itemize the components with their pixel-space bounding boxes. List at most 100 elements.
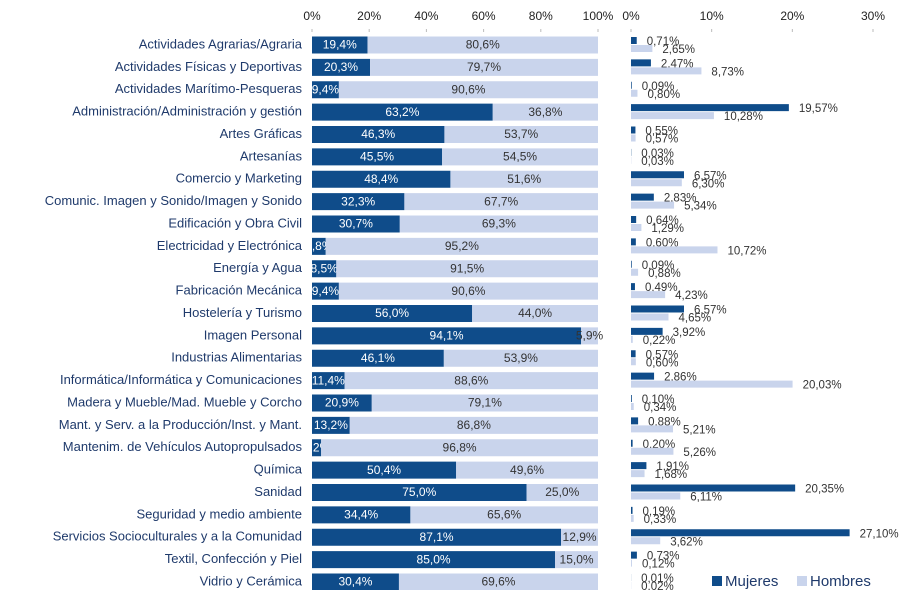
category-label: Fabricación Mecánica bbox=[176, 283, 303, 298]
bar-segment bbox=[312, 461, 457, 479]
bar bbox=[631, 350, 636, 358]
category-label: Administración/Administración y gestión bbox=[72, 104, 302, 119]
category-label: Servicios Socioculturales y a la Comunid… bbox=[53, 529, 302, 544]
bar-segment bbox=[312, 551, 556, 569]
value-label: 4,65% bbox=[679, 313, 712, 325]
bar-segment bbox=[456, 461, 598, 479]
value-label: 54,5% bbox=[503, 150, 537, 164]
value-label: 19,57% bbox=[799, 103, 838, 115]
bar-segment bbox=[312, 282, 339, 300]
bar bbox=[631, 89, 638, 97]
value-label: 11,4% bbox=[312, 373, 345, 387]
bar bbox=[631, 327, 663, 335]
value-label: 0,57% bbox=[646, 134, 679, 146]
value-label: 56,0% bbox=[375, 306, 409, 320]
category-label: Electricidad y Electrónica bbox=[157, 238, 303, 253]
value-label: 53,9% bbox=[504, 351, 538, 365]
value-label: 46,1% bbox=[361, 351, 395, 365]
value-label: 10,28% bbox=[724, 111, 763, 123]
bar-segment bbox=[321, 439, 598, 457]
bar-segment bbox=[312, 215, 400, 233]
bar bbox=[631, 112, 714, 120]
bar-segment bbox=[581, 327, 598, 345]
x-tick-label: 20% bbox=[780, 9, 804, 23]
value-label: 36,8% bbox=[528, 105, 562, 119]
bar bbox=[631, 268, 639, 276]
bar bbox=[631, 216, 637, 223]
bar-segment bbox=[312, 327, 582, 345]
category-label: Imagen Personal bbox=[204, 327, 302, 342]
bar bbox=[631, 492, 681, 500]
value-label: 8,73% bbox=[711, 66, 744, 78]
value-label: 13,2% bbox=[314, 418, 348, 432]
category-label: Edificación y Obra Civil bbox=[168, 215, 302, 230]
value-label: 30,7% bbox=[339, 217, 373, 231]
bar bbox=[631, 551, 637, 559]
value-label: 75,0% bbox=[402, 485, 436, 499]
bar-segment bbox=[312, 416, 350, 434]
category-label: Madera y Mueble/Mad. Mueble y Corcho bbox=[67, 394, 302, 409]
x-tick-label: 30% bbox=[861, 9, 885, 23]
value-label: 87,1% bbox=[420, 530, 454, 544]
bar-segment bbox=[312, 126, 445, 143]
bar bbox=[631, 305, 684, 313]
bar-segment bbox=[312, 193, 405, 211]
category-label: Industrias Alimentarias bbox=[171, 350, 302, 365]
value-label: 0,03% bbox=[641, 148, 674, 160]
bar-segment bbox=[336, 260, 598, 278]
bar bbox=[631, 134, 636, 142]
bar bbox=[631, 484, 796, 492]
value-label: 0,88% bbox=[648, 268, 681, 280]
value-label: 86,8% bbox=[457, 418, 491, 432]
bar-segment bbox=[444, 126, 598, 143]
value-label: 0,09% bbox=[642, 81, 675, 93]
category-label: Seguridad y medio ambiente bbox=[137, 506, 303, 521]
bar-segment bbox=[443, 349, 598, 367]
value-label: 63,2% bbox=[385, 105, 419, 119]
bar bbox=[631, 67, 702, 75]
value-label: 1,68% bbox=[655, 469, 688, 481]
bar-segment bbox=[526, 484, 598, 501]
value-label: 27,10% bbox=[860, 528, 899, 540]
category-label: Comercio y Marketing bbox=[176, 171, 302, 186]
bar-segment bbox=[404, 193, 598, 211]
x-tick-label: 0% bbox=[303, 9, 321, 23]
bar-segment bbox=[338, 81, 598, 99]
value-label: 53,7% bbox=[504, 127, 538, 141]
bar-segment bbox=[312, 260, 337, 278]
value-label: 51,6% bbox=[507, 172, 541, 186]
value-label: 90,6% bbox=[451, 284, 485, 298]
value-label: 45,5% bbox=[360, 150, 394, 164]
x-tick-label: 40% bbox=[414, 9, 438, 23]
bar-segment bbox=[312, 506, 411, 524]
value-label: 65,6% bbox=[487, 508, 521, 522]
category-label: Vidrio y Cerámica bbox=[200, 573, 303, 588]
bar bbox=[631, 506, 633, 514]
value-label: 19,4% bbox=[323, 38, 357, 52]
bar-segment bbox=[371, 394, 598, 412]
value-label: 46,3% bbox=[361, 127, 395, 141]
value-label: 96,8% bbox=[443, 440, 477, 454]
value-label: 5,21% bbox=[683, 424, 716, 436]
bar bbox=[631, 246, 718, 254]
value-label: 20,03% bbox=[803, 380, 842, 392]
value-label: 30,4% bbox=[338, 575, 372, 589]
bar bbox=[631, 291, 666, 299]
value-label: 0,02% bbox=[641, 581, 674, 590]
bar bbox=[631, 335, 633, 343]
value-label: 85,0% bbox=[417, 552, 451, 566]
value-label: 0,19% bbox=[643, 506, 676, 518]
value-label: 20,3% bbox=[324, 60, 358, 74]
value-label: 80,6% bbox=[466, 38, 500, 52]
bar-segment bbox=[338, 282, 598, 300]
category-label: Actividades Agrarias/Agraria bbox=[139, 36, 303, 51]
bar-segment bbox=[312, 349, 444, 367]
value-label: 20,9% bbox=[325, 396, 359, 410]
bar bbox=[631, 283, 635, 291]
legend-swatch bbox=[712, 576, 722, 586]
value-label: 12,9% bbox=[563, 530, 597, 544]
category-label: Hostelería y Turismo bbox=[183, 305, 302, 320]
value-label: 20,35% bbox=[805, 484, 844, 496]
value-label: 32,3% bbox=[341, 194, 375, 208]
value-label: 67,7% bbox=[484, 194, 518, 208]
